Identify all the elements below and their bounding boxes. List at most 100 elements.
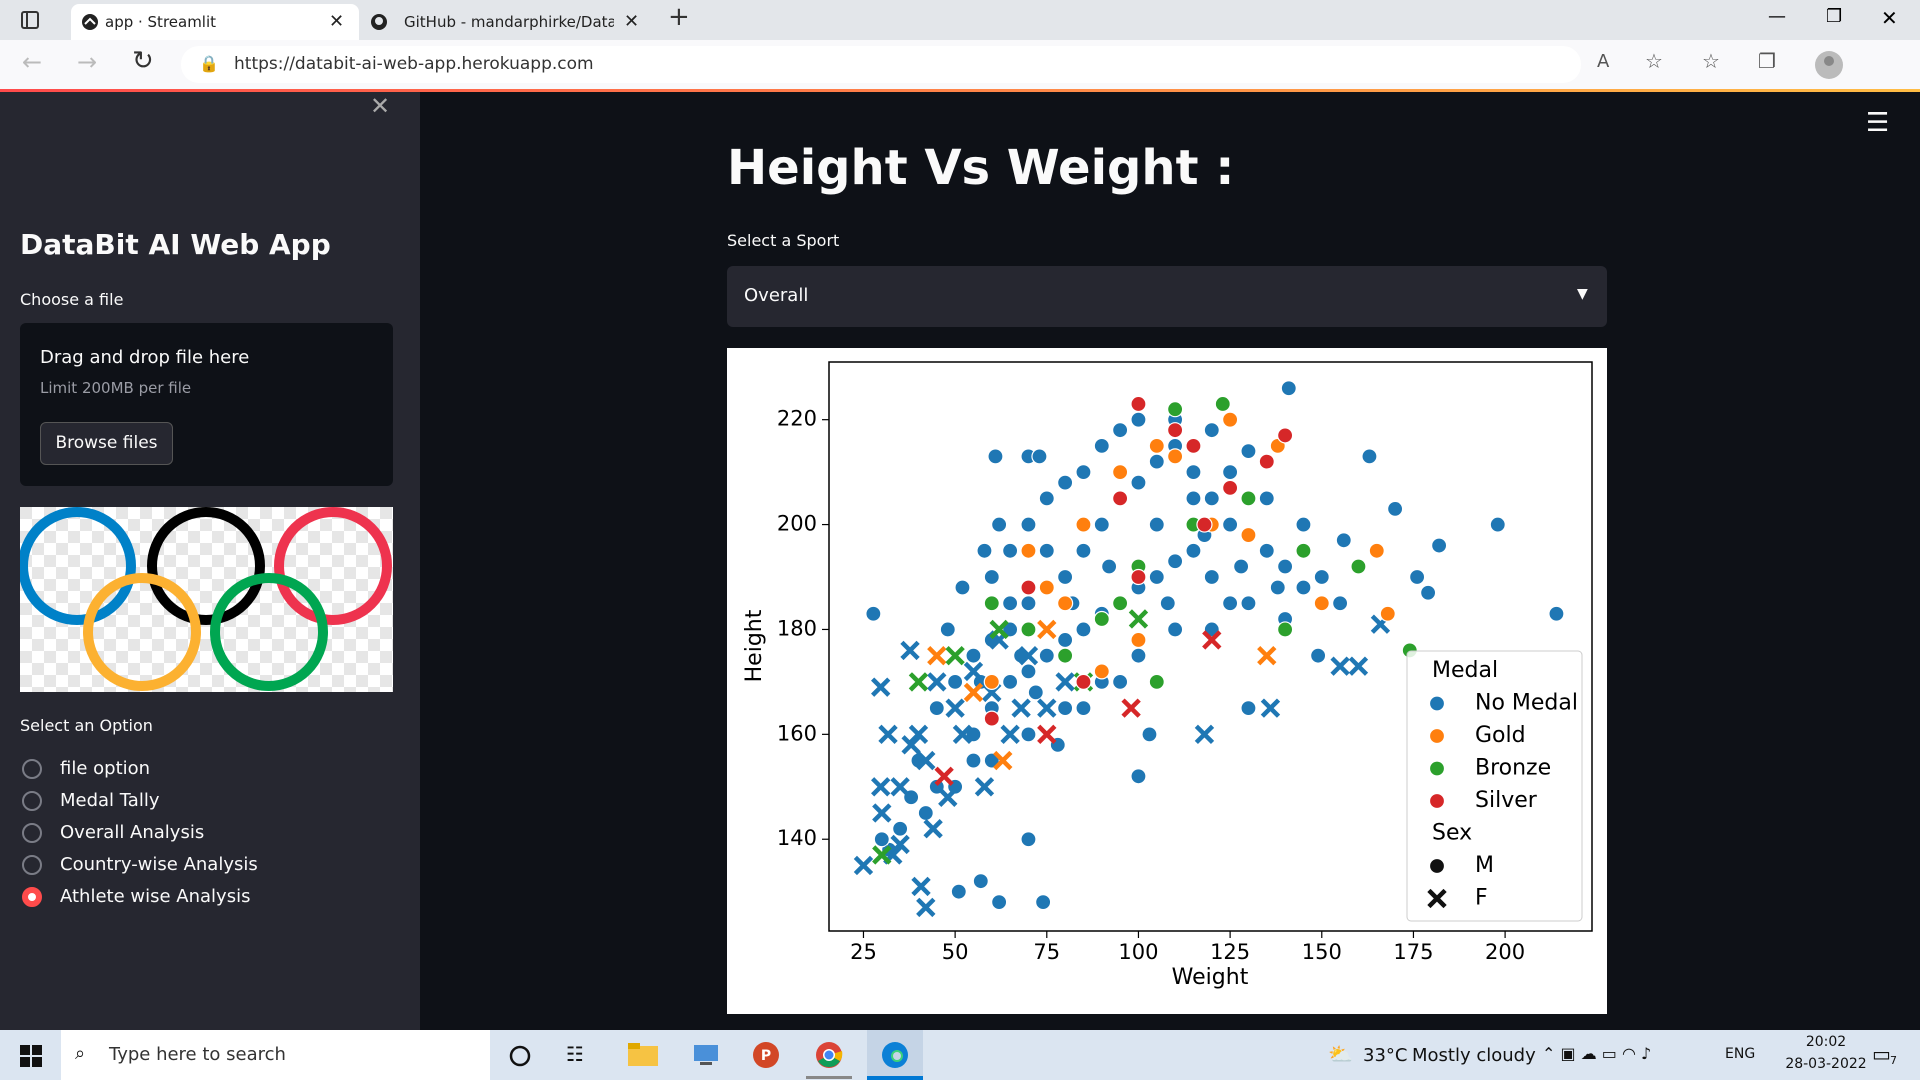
search-text: Type here to search: [109, 1044, 286, 1065]
radio-option[interactable]: file option: [60, 758, 151, 779]
point: [1130, 768, 1147, 785]
cortana[interactable]: [508, 1044, 532, 1068]
svg-text:P: P: [761, 1048, 771, 1064]
point: [1185, 437, 1202, 455]
search-box[interactable]: ⌕ Type here to search: [61, 1030, 490, 1080]
address-bar: ← → ↻ 🔒 https://databit-ai-web-app.herok…: [0, 40, 1920, 90]
point: [1020, 621, 1037, 638]
file-explorer[interactable]: [628, 1043, 658, 1067]
point: [1038, 647, 1055, 664]
dropzone[interactable]: Drag and drop file here Limit 200MB per …: [20, 323, 393, 486]
read-aloud[interactable]: A: [1597, 51, 1610, 72]
point: [983, 568, 1000, 586]
point: [1368, 542, 1385, 559]
task-view[interactable]: ☷: [566, 1042, 584, 1066]
point: [1194, 724, 1215, 745]
radio-button[interactable]: [22, 855, 42, 875]
point: [865, 605, 882, 622]
point: [963, 682, 984, 703]
point: [1332, 595, 1349, 612]
point: [853, 855, 874, 876]
back-button[interactable]: ←: [22, 48, 43, 76]
favorites[interactable]: ☆: [1702, 49, 1720, 73]
window-close[interactable]: ✕: [1881, 6, 1898, 30]
point: [976, 542, 993, 559]
select-caret: ▼: [1577, 286, 1588, 302]
point: [1020, 516, 1037, 533]
point: [1075, 700, 1092, 717]
point: [1330, 656, 1350, 676]
point: [1240, 595, 1257, 612]
tray-icons[interactable]: ⌃ ▣ ☁ ▭ ◠ ♪: [1542, 1044, 1652, 1063]
url-field[interactable]: 🔒 https://databit-ai-web-app.herokuapp.c…: [181, 46, 1581, 83]
radio-button[interactable]: [22, 887, 42, 907]
new-tab[interactable]: +: [668, 2, 690, 32]
tab-close[interactable]: ✕: [624, 11, 640, 32]
point: [1148, 437, 1165, 455]
point: [928, 700, 945, 717]
start-button[interactable]: [20, 1045, 42, 1067]
sport-select[interactable]: Overall ▼: [727, 266, 1607, 327]
radio-button[interactable]: [22, 759, 42, 779]
edge-active[interactable]: [867, 1030, 923, 1080]
search-icon: ⌕: [75, 1043, 86, 1064]
tab-close[interactable]: ✕: [329, 11, 345, 32]
point: [983, 595, 1000, 612]
lock-icon: 🔒: [199, 54, 219, 73]
point: [1258, 490, 1275, 507]
point: [1202, 630, 1222, 650]
collections[interactable]: ❐: [1758, 49, 1776, 73]
point: [1258, 453, 1275, 470]
radio-button[interactable]: [22, 823, 42, 843]
point: [1093, 516, 1110, 533]
olympic-rings-image: [20, 507, 393, 692]
reload-button[interactable]: ↻: [132, 46, 154, 76]
tab-active[interactable]: app · Streamlit ✕: [71, 4, 359, 40]
radio-button[interactable]: [22, 791, 42, 811]
point: [1222, 411, 1239, 428]
point: [1112, 595, 1129, 612]
forward-button[interactable]: →: [77, 48, 98, 76]
point: [939, 621, 956, 638]
minimize[interactable]: —: [1768, 6, 1786, 27]
legend-label: No Medal: [1475, 691, 1578, 716]
point: [1121, 698, 1141, 718]
x-tick-label: 50: [942, 940, 969, 964]
browse-button[interactable]: Browse files: [40, 422, 173, 465]
profile[interactable]: [1814, 50, 1844, 80]
favorite-add[interactable]: ☆: [1645, 49, 1663, 73]
radio-option[interactable]: Medal Tally: [60, 790, 160, 811]
x-tick-label: 150: [1302, 940, 1342, 964]
chart: Weight Height 25 50 75 100 125 150 175 200 140 16…: [727, 348, 1607, 1014]
streamlit-decoration: [0, 89, 1920, 92]
point: [1260, 698, 1281, 718]
radio-option[interactable]: Overall Analysis: [60, 822, 205, 843]
app-menu[interactable]: ☰: [1866, 108, 1890, 138]
point: [1027, 684, 1044, 701]
powerpoint[interactable]: P: [752, 1041, 780, 1069]
taskbar: ⌕ Type here to search ☷ P ⛅ 33°C Mostly …: [0, 1030, 1920, 1080]
tab[interactable]: GitHub - mandarphirke/DataBit- ✕: [362, 4, 655, 40]
point: [1203, 568, 1220, 586]
y-tick-label: 200: [777, 512, 817, 536]
y-axis-label: Height: [742, 609, 767, 682]
point: [1018, 645, 1039, 666]
point: [983, 710, 1000, 727]
point: [965, 726, 982, 743]
chrome[interactable]: [815, 1041, 843, 1069]
legend-marker: [1428, 857, 1446, 875]
notifications-icon[interactable]: ▭: [1872, 1042, 1891, 1066]
x-axis-label: Weight: [1172, 965, 1249, 990]
point: [1002, 595, 1019, 612]
radio-option[interactable]: Country-wise Analysis: [60, 854, 258, 875]
restore[interactable]: ❐: [1826, 6, 1843, 27]
point: [1203, 422, 1220, 439]
axes-frame: [828, 361, 1593, 932]
point: [1101, 558, 1118, 575]
radio-option[interactable]: Athlete wise Analysis: [60, 886, 251, 907]
app-icon[interactable]: [692, 1043, 720, 1067]
tab-actions-icon[interactable]: [20, 10, 40, 30]
sidebar-close[interactable]: ✕: [370, 92, 391, 120]
point: [1038, 579, 1055, 596]
point: [1185, 490, 1202, 507]
